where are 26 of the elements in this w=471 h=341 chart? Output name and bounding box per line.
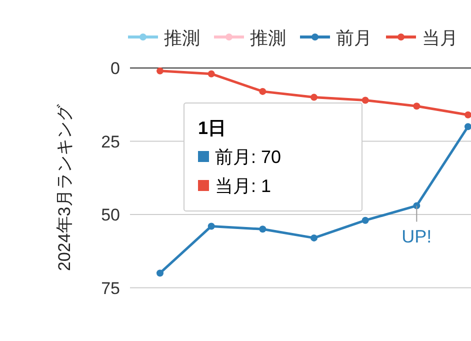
legend-label: 前月	[336, 28, 372, 48]
point	[464, 123, 471, 130]
annotation: 1日	[198, 118, 226, 138]
annotation: 当月: 1	[215, 176, 272, 196]
point	[259, 226, 266, 233]
point	[156, 270, 164, 277]
point	[259, 88, 266, 95]
legend-label: 当月	[422, 28, 458, 48]
point	[413, 102, 420, 110]
annotation: 前月: 70	[215, 147, 282, 167]
y-tick-label: 0	[110, 59, 120, 78]
point	[310, 234, 318, 242]
point	[208, 70, 215, 78]
point	[464, 111, 471, 118]
y-axis-title: 2024年3月ランキング	[55, 104, 74, 272]
point	[362, 96, 369, 104]
legend-label: 推測	[164, 28, 200, 48]
legend-label: 推測	[250, 28, 286, 48]
point	[208, 222, 215, 230]
point	[156, 67, 164, 74]
point	[362, 216, 369, 224]
annotation: UP!	[402, 226, 432, 247]
y-tick-label: 75	[101, 278, 120, 298]
point	[310, 94, 318, 101]
y-tick-label: 25	[101, 132, 120, 152]
y-tick-label: 50	[101, 206, 120, 224]
